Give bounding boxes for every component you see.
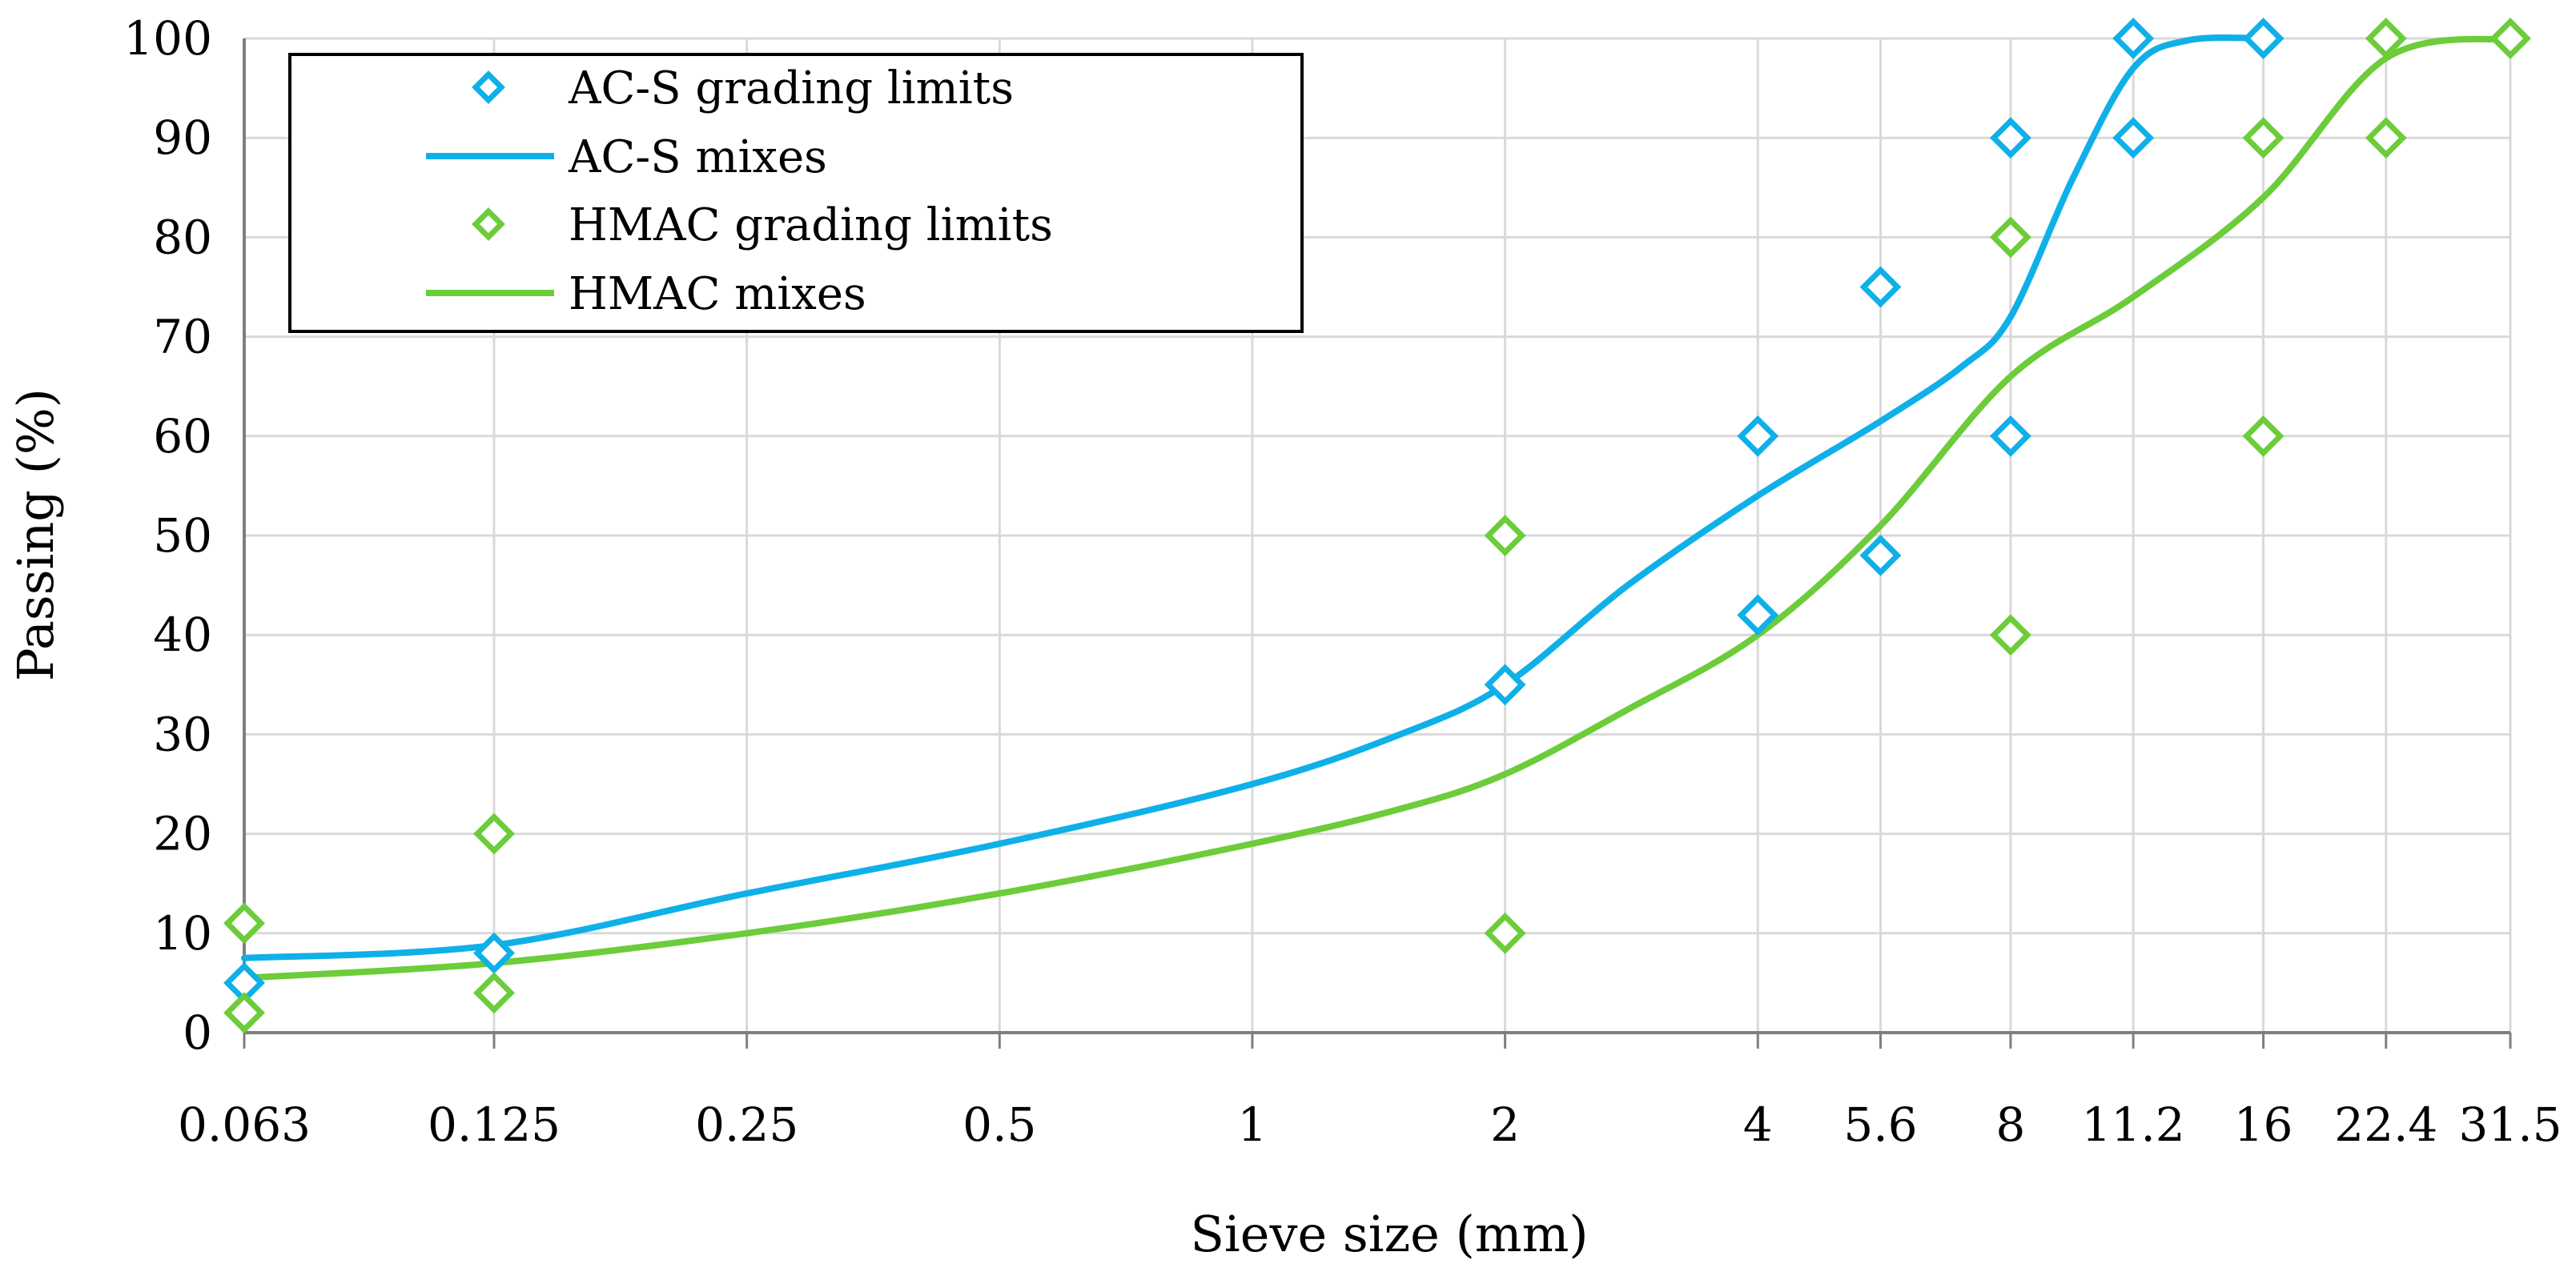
data-point [223, 902, 265, 945]
legend-symbols [426, 70, 554, 296]
x-tick-label: 5.6 [1843, 1097, 1917, 1152]
y-tick-label: 60 [153, 409, 212, 463]
y-tick-label: 50 [153, 508, 212, 563]
data-point [223, 992, 265, 1034]
x-tick-label: 16 [2234, 1097, 2293, 1152]
x-tick-label: 2 [1490, 1097, 1520, 1152]
data-point [1484, 912, 1526, 954]
axes [243, 38, 2512, 1049]
y-tick-label: 100 [123, 11, 212, 66]
legend: AC-S grading limits AC-S mixes HMAC grad… [288, 53, 1304, 333]
data-point [1989, 216, 2031, 259]
data-point [2112, 117, 2155, 159]
y-tick-label: 80 [153, 210, 212, 264]
data-point [2365, 117, 2407, 159]
y-axis-title: Passing (%) [6, 388, 65, 681]
data-point [2242, 117, 2285, 159]
data-point [2242, 415, 2285, 457]
series [223, 18, 2531, 1034]
legend-label-hmac-mixes: HMAC mixes [569, 268, 866, 320]
x-tick-label: 22.4 [2334, 1097, 2437, 1152]
series-line-hmac-mixes [241, 35, 2514, 981]
y-tick-label: 0 [183, 1005, 212, 1060]
data-point [1737, 415, 1779, 457]
x-tick-label: 0.125 [428, 1097, 561, 1152]
data-point [1484, 515, 1526, 556]
x-tick-label: 0.25 [695, 1097, 798, 1152]
data-point [1989, 614, 2031, 656]
y-tick-label: 90 [153, 110, 212, 165]
data-point [473, 972, 515, 1014]
data-point [473, 932, 515, 974]
legend-label-acs-mixes: AC-S mixes [568, 131, 827, 183]
legend-label-acs-limits: AC-S grading limits [568, 62, 1014, 114]
series-line-ac-s-mixes [241, 34, 2267, 961]
data-point [2365, 18, 2407, 59]
data-point [2112, 18, 2155, 59]
data-point [473, 813, 515, 855]
x-tick-label: 0.063 [178, 1097, 311, 1152]
x-tick-label: 1 [1237, 1097, 1267, 1152]
data-point [2490, 18, 2531, 59]
series-markers-hmac-grading-limits [223, 18, 2531, 1034]
x-tick-label: 0.5 [962, 1097, 1036, 1152]
x-tick-label: 4 [1743, 1097, 1773, 1152]
data-point [1989, 117, 2031, 159]
y-tick-label: 30 [153, 707, 212, 761]
data-point [1989, 415, 2031, 457]
series-markers-ac-s-grading-limits [223, 18, 2285, 1004]
legend-symbol-marker [472, 207, 505, 241]
x-tick-label: 11.2 [2082, 1097, 2185, 1152]
y-tick-label: 40 [153, 608, 212, 662]
x-tick-label: 31.5 [2458, 1097, 2562, 1152]
data-point [1859, 266, 1902, 308]
legend-label-hmac-limits: HMAC grading limits [569, 199, 1053, 251]
y-tick-label: 10 [153, 906, 212, 961]
y-tick-label: 70 [153, 310, 212, 364]
x-axis-title: Sieve size (mm) [1190, 1205, 1588, 1263]
tick-labels: 0 10 20 30 40 50 60 70 80 90 100 0.063 0.125 0.25 0.5 1… [123, 11, 2562, 1152]
y-tick-label: 20 [153, 807, 212, 861]
data-point [1737, 594, 1779, 636]
legend-box [288, 53, 1304, 333]
data-point [1484, 664, 1526, 706]
legend-symbol-marker [472, 70, 505, 104]
x-tick-label: 8 [1995, 1097, 2025, 1152]
data-point [2242, 18, 2285, 59]
data-point [1859, 534, 1902, 576]
